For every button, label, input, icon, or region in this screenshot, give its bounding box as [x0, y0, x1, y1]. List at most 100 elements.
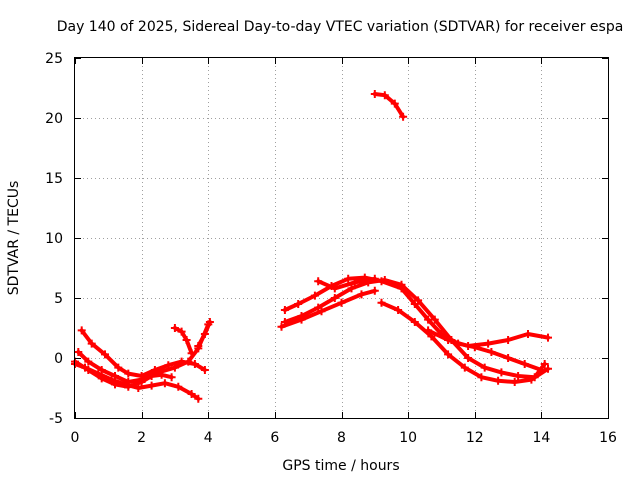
series-pass-11 — [377, 298, 552, 386]
data-point — [167, 373, 176, 382]
data-point — [410, 318, 419, 326]
data-point — [160, 379, 169, 388]
data-point — [370, 274, 379, 283]
data-point — [97, 374, 106, 383]
data-point — [101, 350, 109, 359]
data-point — [114, 363, 123, 372]
x-tick-label: 14 — [532, 430, 550, 446]
data-point — [397, 280, 406, 289]
x-axis-label: GPS time / hours — [282, 458, 399, 474]
data-point — [527, 375, 536, 384]
data-point — [205, 318, 214, 326]
data-point — [540, 360, 549, 368]
data-point — [277, 322, 286, 331]
x-tick-label: 4 — [204, 430, 213, 446]
data-point — [504, 354, 513, 362]
data-point — [370, 90, 379, 98]
x-tick-label: 0 — [71, 430, 80, 446]
data-point — [477, 373, 486, 382]
y-tick-label: 15 — [45, 171, 63, 187]
data-point — [444, 336, 453, 344]
data-point — [310, 291, 319, 300]
data-point — [380, 91, 389, 100]
series-line — [282, 275, 544, 372]
data-point — [147, 372, 156, 380]
x-tick-label: 16 — [599, 430, 617, 446]
data-point — [524, 330, 532, 338]
data-point — [444, 350, 453, 359]
data-point — [157, 370, 166, 379]
data-point — [330, 284, 339, 293]
data-point — [74, 348, 83, 356]
x-tick-label: 6 — [270, 430, 279, 446]
series-pass-4 — [71, 357, 176, 391]
series-line — [372, 92, 406, 119]
data-point — [200, 330, 209, 338]
data-point — [380, 276, 389, 284]
series-pass-6 — [194, 318, 214, 350]
data-point — [87, 339, 96, 348]
data-point — [147, 381, 156, 390]
data-point — [194, 394, 203, 403]
data-point — [84, 357, 93, 366]
data-point — [187, 349, 196, 358]
y-tick-label: 5 — [54, 291, 63, 307]
y-tick-label: -5 — [49, 411, 63, 427]
data-point — [297, 315, 306, 324]
data-point — [111, 380, 119, 389]
series-pass-7 — [280, 273, 546, 374]
data-point — [330, 294, 339, 302]
data-point — [350, 278, 359, 287]
data-point — [194, 342, 203, 350]
y-tick-label: 0 — [54, 351, 63, 367]
data-point — [390, 99, 399, 108]
data-point — [544, 364, 552, 373]
series-layer — [71, 90, 552, 403]
data-point — [344, 274, 353, 283]
y-tick-labels: -5 0 5 10 15 20 25 — [45, 51, 63, 427]
grid — [75, 58, 608, 418]
series-line — [282, 278, 547, 380]
x-tick-label: 2 — [137, 430, 146, 446]
data-point — [484, 339, 493, 348]
data-point — [280, 306, 289, 314]
data-point — [514, 372, 523, 380]
data-point — [414, 296, 423, 305]
data-point — [317, 307, 326, 316]
series-pass-5 — [170, 324, 196, 358]
y-tick-label: 10 — [45, 231, 63, 247]
y-tick-label: 20 — [45, 111, 63, 127]
data-point — [464, 342, 473, 350]
data-point — [424, 315, 433, 324]
data-point — [480, 363, 489, 372]
data-point — [182, 336, 191, 344]
data-point — [200, 366, 209, 374]
data-point — [170, 363, 179, 372]
series-line — [316, 276, 377, 291]
data-point — [424, 326, 433, 335]
y-tick-label: 25 — [45, 51, 63, 67]
series-line — [172, 326, 194, 356]
data-point — [370, 286, 379, 295]
data-point — [520, 360, 529, 368]
data-point — [174, 382, 183, 391]
data-point — [464, 354, 473, 362]
data-point — [377, 298, 386, 307]
x-tick-labels: 0 2 4 6 8 10 12 14 16 — [71, 430, 617, 446]
series-pass-13 — [370, 90, 408, 121]
data-point — [97, 366, 106, 374]
data-point — [134, 384, 143, 392]
series-pass-10 — [314, 274, 379, 293]
data-point — [170, 324, 179, 332]
data-point — [337, 298, 346, 307]
y-axis-label: SDTVAR / TECUs — [6, 181, 22, 296]
data-point — [294, 300, 303, 308]
data-point — [497, 368, 506, 377]
data-point — [504, 336, 513, 344]
series-pass-9 — [277, 286, 379, 331]
data-point — [137, 378, 146, 386]
data-point — [347, 284, 356, 293]
data-point — [184, 357, 193, 366]
chart-title: Day 140 of 2025, Sidereal Day-to-day VTE… — [57, 19, 624, 35]
data-point — [84, 366, 93, 374]
